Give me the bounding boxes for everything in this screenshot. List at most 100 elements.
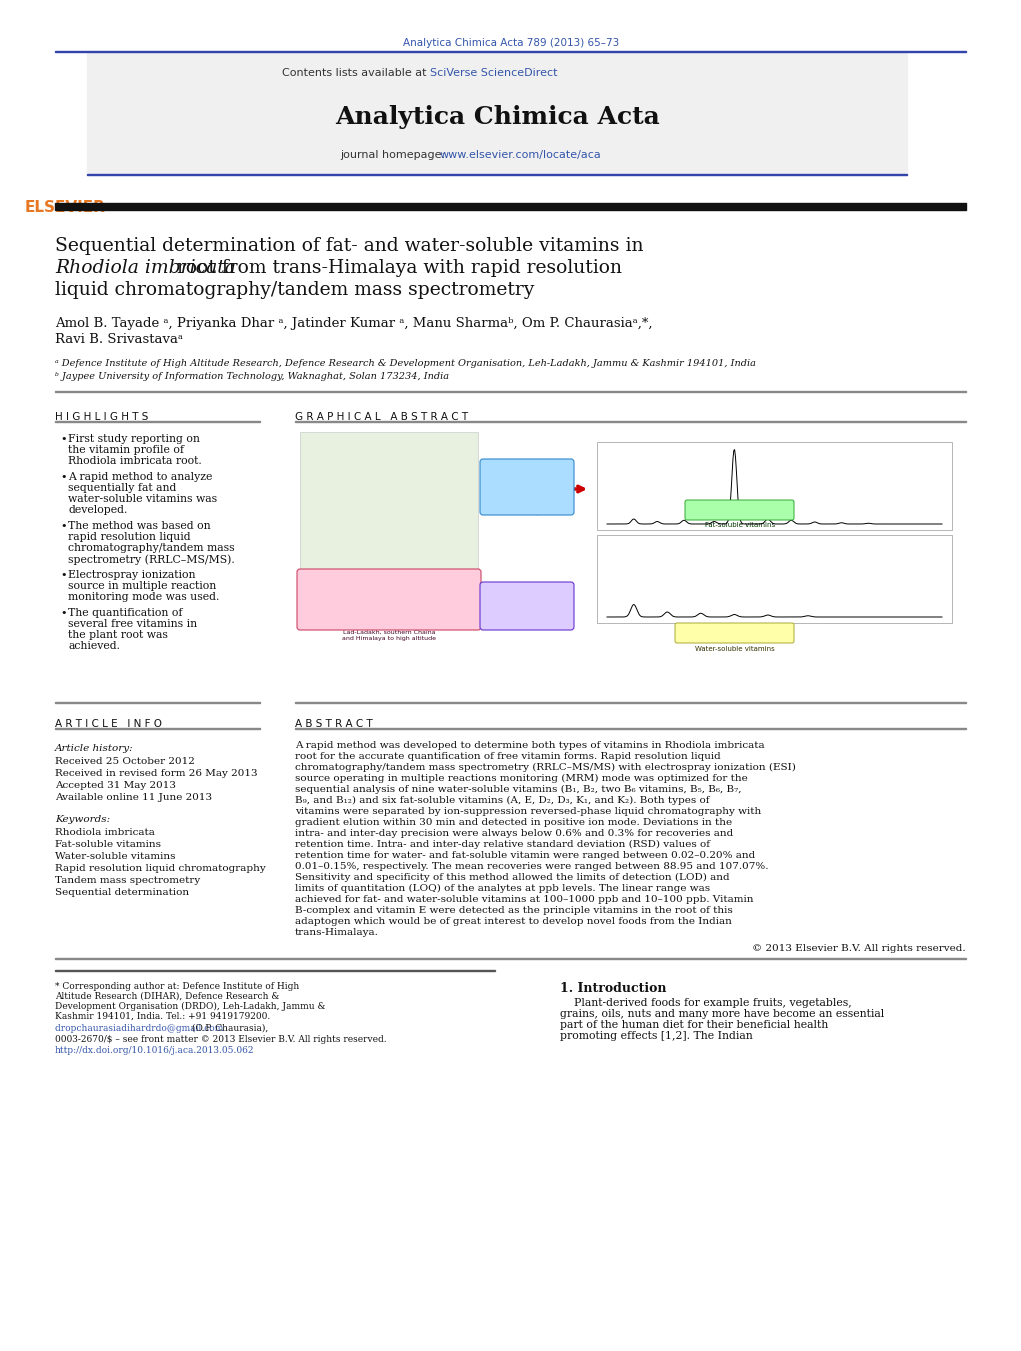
Text: Rhodiola imbricata root.: Rhodiola imbricata root. [68, 457, 202, 466]
Text: part of the human diet for their beneficial health: part of the human diet for their benefic… [560, 1020, 828, 1029]
Text: •: • [60, 471, 66, 482]
Bar [55, 203, 966, 209]
Text: adaptogen which would be of great interest to develop novel foods from the India: adaptogen which would be of great intere… [295, 917, 732, 925]
Text: Available online 11 June 2013: Available online 11 June 2013 [55, 793, 212, 802]
Text: 0.01–0.15%, respectively. The mean recoveries were ranged between 88.95 and 107.: 0.01–0.15%, respectively. The mean recov… [295, 862, 769, 871]
Text: Ravi B. Srivastavaᵃ: Ravi B. Srivastavaᵃ [55, 332, 183, 346]
Text: Rhodiola imbricata grows in alpine
Lad-Ladakh, southern Chaina
and Himalaya to h: Rhodiola imbricata grows in alpine Lad-L… [335, 624, 443, 640]
Text: source in multiple reaction: source in multiple reaction [68, 581, 216, 590]
Text: Plant-derived foods for example fruits, vegetables,: Plant-derived foods for example fruits, … [560, 998, 852, 1008]
Bar [87, 53, 907, 176]
Text: A rapid method was developed to determine both types of vitamins in Rhodiola imb: A rapid method was developed to determin… [295, 740, 765, 750]
Text: the vitamin profile of: the vitamin profile of [68, 444, 184, 455]
Text: * Corresponding author at: Defence Institute of High: * Corresponding author at: Defence Insti… [55, 982, 299, 992]
Text: water-soluble vitamins was: water-soluble vitamins was [68, 494, 217, 504]
Text: Sequential determination: Sequential determination [55, 888, 189, 897]
FancyBboxPatch shape [685, 500, 794, 520]
Text: Amol B. Tayade ᵃ, Priyanka Dhar ᵃ, Jatinder Kumar ᵃ, Manu Sharmaᵇ, Om P. Chauras: Amol B. Tayade ᵃ, Priyanka Dhar ᵃ, Jatin… [55, 317, 652, 330]
Text: G R A P H I C A L   A B S T R A C T: G R A P H I C A L A B S T R A C T [295, 412, 468, 422]
Text: source operating in multiple reactions monitoring (MRM) mode was optimized for t: source operating in multiple reactions m… [295, 774, 747, 784]
Bar [55, 50, 966, 51]
Text: Rhodiola imbricata: Rhodiola imbricata [55, 259, 236, 277]
Text: Rapid resolution liquid chromatography: Rapid resolution liquid chromatography [55, 865, 265, 873]
Text: Keywords:: Keywords: [55, 815, 110, 824]
Text: Sequential determination of fat- and water-soluble vitamins in: Sequential determination of fat- and wat… [55, 236, 643, 255]
Text: retention time. Intra- and inter-day relative standard deviation (RSD) values of: retention time. Intra- and inter-day rel… [295, 840, 710, 850]
Text: monitoring mode was used.: monitoring mode was used. [68, 592, 220, 603]
Text: B-complex and vitamin E were detected as the principle vitamins in the root of t: B-complex and vitamin E were detected as… [295, 907, 733, 915]
Text: vitamins were separated by ion-suppression reversed-phase liquid chromatography : vitamins were separated by ion-suppressi… [295, 807, 762, 816]
FancyBboxPatch shape [480, 459, 574, 515]
Text: gradient elution within 30 min and detected in positive ion mode. Deviations in : gradient elution within 30 min and detec… [295, 817, 732, 827]
Text: promoting effects [1,2]. The Indian: promoting effects [1,2]. The Indian [560, 1031, 752, 1042]
Bar [87, 173, 907, 176]
Text: journal homepage:: journal homepage: [340, 150, 448, 159]
Text: Kashmir 194101, India. Tel.: +91 9419179200.: Kashmir 194101, India. Tel.: +91 9419179… [55, 1012, 271, 1021]
Text: 0003-2670/$ – see front matter © 2013 Elsevier B.V. All rights reserved.: 0003-2670/$ – see front matter © 2013 El… [55, 1035, 387, 1044]
Text: achieved for fat- and water-soluble vitamins at 100–1000 ppb and 10–100 ppb. Vit: achieved for fat- and water-soluble vita… [295, 894, 753, 904]
Text: Contents lists available at: Contents lists available at [282, 68, 430, 78]
FancyBboxPatch shape [480, 582, 574, 630]
Text: root for the accurate quantification of free vitamin forms. Rapid resolution liq: root for the accurate quantification of … [295, 753, 721, 761]
Text: SciVerse ScienceDirect: SciVerse ScienceDirect [430, 68, 557, 78]
Text: Received in revised form 26 May 2013: Received in revised form 26 May 2013 [55, 769, 257, 778]
Text: B₉, and B₁₂) and six fat-soluble vitamins (A, E, D₂, D₃, K₁, and K₂). Both types: B₉, and B₁₂) and six fat-soluble vitamin… [295, 796, 710, 805]
Text: rapid resolution liquid: rapid resolution liquid [68, 532, 191, 542]
Text: sequential analysis of nine water-soluble vitamins (B₁, B₂, two B₆ vitamins, B₅,: sequential analysis of nine water-solubl… [295, 785, 741, 794]
Text: www.elsevier.com/locate/aca: www.elsevier.com/locate/aca [440, 150, 601, 159]
Text: liquid chromatography/tandem mass spectrometry: liquid chromatography/tandem mass spectr… [55, 281, 534, 299]
Text: Dry root (Rhizome): Dry root (Rhizome) [497, 624, 556, 630]
Text: Article history:: Article history: [55, 744, 134, 753]
Text: trans-Himalaya.: trans-Himalaya. [295, 928, 379, 938]
Text: ᵇ Jaypee University of Information Technology, Waknaghat, Solan 173234, India: ᵇ Jaypee University of Information Techn… [55, 372, 449, 381]
Text: root from trans-Himalaya with rapid resolution: root from trans-Himalaya with rapid reso… [171, 259, 622, 277]
Text: H I G H L I G H T S: H I G H L I G H T S [55, 412, 148, 422]
Text: The method was based on: The method was based on [68, 521, 210, 531]
Text: 1. Introduction: 1. Introduction [560, 982, 667, 994]
Text: dropchaurasiadi​hardrdo@gmail.com: dropchaurasiadi​hardrdo@gmail.com [55, 1024, 224, 1034]
Text: http://dx.doi.org/10.1016/j.aca.2013.05.062: http://dx.doi.org/10.1016/j.aca.2013.05.… [55, 1046, 254, 1055]
Text: grains, oils, nuts and many more have become an essential: grains, oils, nuts and many more have be… [560, 1009, 884, 1019]
Bar [300, 432, 478, 627]
Text: the plant root was: the plant root was [68, 630, 167, 640]
Text: retention time for water- and fat-soluble vitamin were ranged between 0.02–0.20%: retention time for water- and fat-solubl… [295, 851, 756, 861]
Text: •: • [60, 434, 66, 444]
Text: The quantification of: The quantification of [68, 608, 183, 617]
Text: Vitamin
profiling by
RRLC-MS/MS: Vitamin profiling by RRLC-MS/MS [502, 486, 551, 517]
Text: First study reporting on: First study reporting on [68, 434, 200, 444]
Bar [597, 535, 952, 623]
Text: Analytica Chimica Acta 789 (2013) 65–73: Analytica Chimica Acta 789 (2013) 65–73 [403, 38, 619, 49]
Text: A B S T R A C T: A B S T R A C T [295, 719, 373, 730]
Text: Development Organisation (DRDO), Leh-Ladakh, Jammu &: Development Organisation (DRDO), Leh-Lad… [55, 1002, 326, 1011]
Text: Sensitivity and specificity of this method allowed the limits of detection (LOD): Sensitivity and specificity of this meth… [295, 873, 730, 882]
Text: Fat-soluble vitamins: Fat-soluble vitamins [55, 840, 161, 848]
Text: limits of quantitation (LOQ) of the analytes at ppb levels. The linear range was: limits of quantitation (LOQ) of the anal… [295, 884, 711, 893]
Text: ELSEVIER: ELSEVIER [25, 200, 105, 215]
Text: ᵃ Defence Institute of High Altitude Research, Defence Research & Development Or: ᵃ Defence Institute of High Altitude Res… [55, 359, 756, 367]
Text: chromatography/tandem mass: chromatography/tandem mass [68, 543, 235, 553]
Text: Water-soluble vitamins: Water-soluble vitamins [55, 852, 176, 861]
Text: chromatography/tandem mass spectrometry (RRLC–MS/MS) with electrospray ionizatio: chromatography/tandem mass spectrometry … [295, 763, 796, 773]
Text: Water-soluble vitamins: Water-soluble vitamins [695, 646, 775, 653]
Text: spectrometry (RRLC–MS/MS).: spectrometry (RRLC–MS/MS). [68, 554, 235, 565]
Text: Analytica Chimica Acta: Analytica Chimica Acta [335, 105, 660, 128]
Text: •: • [60, 608, 66, 617]
Text: Received 25 October 2012: Received 25 October 2012 [55, 757, 195, 766]
Text: (O.P. Chaurasia),: (O.P. Chaurasia), [189, 1024, 269, 1034]
FancyBboxPatch shape [297, 569, 481, 630]
Text: sequentially fat and: sequentially fat and [68, 484, 177, 493]
FancyBboxPatch shape [675, 623, 794, 643]
Text: achieved.: achieved. [68, 640, 120, 651]
Bar [597, 442, 952, 530]
Text: Tandem mass spectrometry: Tandem mass spectrometry [55, 875, 200, 885]
Text: Electrospray ionization: Electrospray ionization [68, 570, 195, 580]
Text: •: • [60, 521, 66, 531]
Text: intra- and inter-day precision were always below 0.6% and 0.3% for recoveries an: intra- and inter-day precision were alwa… [295, 830, 733, 838]
Text: A R T I C L E   I N F O: A R T I C L E I N F O [55, 719, 162, 730]
Text: Rhodiola imbricata: Rhodiola imbricata [55, 828, 155, 838]
Text: Fat-soluble vitamins: Fat-soluble vitamins [704, 521, 775, 528]
Text: developed.: developed. [68, 505, 128, 515]
Text: © 2013 Elsevier B.V. All rights reserved.: © 2013 Elsevier B.V. All rights reserved… [752, 944, 966, 952]
Text: several free vitamins in: several free vitamins in [68, 619, 197, 630]
Text: •: • [60, 570, 66, 580]
